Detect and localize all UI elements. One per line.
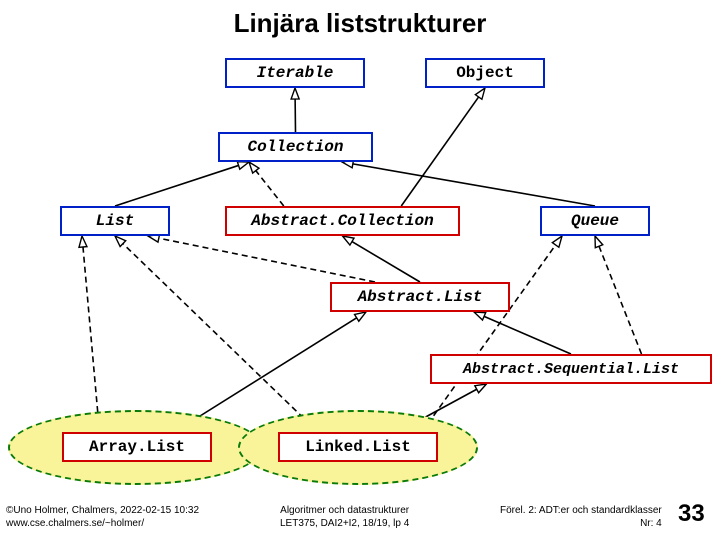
edge-abscoll-object	[401, 97, 478, 206]
node-iterable: Iterable	[225, 58, 365, 88]
arrowhead-13	[552, 236, 562, 247]
node-list: List	[60, 206, 170, 236]
edge-linkedlist-queue	[422, 245, 556, 432]
edge-abslist-list	[159, 238, 375, 282]
slide-number: 33	[678, 500, 705, 528]
edge-linkedlist-list	[123, 244, 318, 432]
edge-list-collection	[115, 165, 239, 206]
arrowhead-0	[291, 88, 299, 99]
node-object: Object	[425, 58, 545, 88]
footer-center: Algoritmer och datastrukturerLET375, DAI…	[280, 505, 409, 530]
arrowhead-6	[343, 236, 355, 245]
edge-abscoll-collection	[256, 171, 284, 206]
arrowhead-12	[475, 384, 487, 393]
arrowhead-3	[237, 162, 249, 170]
edge-absseq-abslist	[484, 316, 571, 354]
slide-title: Linjära liststrukturer	[0, 8, 720, 39]
node-collection: Collection	[218, 132, 373, 162]
node-abslist: Abstract.List	[330, 282, 510, 312]
node-linkedlist: Linked.List	[278, 432, 438, 462]
edge-queue-collection	[353, 164, 595, 206]
node-absseq: Abstract.Sequential.List	[430, 354, 712, 384]
edge-abslist-abscoll	[352, 242, 420, 282]
node-arraylist: Array.List	[62, 432, 212, 462]
node-abscoll: Abstract.Collection	[225, 206, 460, 236]
arrowhead-1	[249, 162, 259, 173]
arrowhead-10	[355, 312, 366, 321]
arrowhead-9	[79, 236, 87, 247]
node-queue: Queue	[540, 206, 650, 236]
footer-left: ©Uno Holmer, Chalmers, 2022-02-15 10:32w…	[6, 505, 199, 530]
footer-right: Förel. 2: ADT:er och standardklasserNr: …	[500, 505, 662, 530]
arrowhead-11	[115, 236, 126, 247]
arrowhead-2	[475, 88, 485, 99]
edge-arraylist-list	[83, 247, 100, 432]
arrowhead-7	[474, 312, 486, 320]
arrowhead-8	[595, 236, 603, 248]
edge-absseq-queue	[599, 246, 641, 354]
